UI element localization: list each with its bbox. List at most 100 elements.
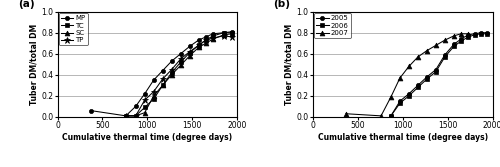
2005 bbox=[484, 32, 490, 34]
2007 bbox=[451, 35, 457, 37]
2005 bbox=[472, 33, 478, 35]
2005 bbox=[458, 38, 464, 40]
MP bbox=[221, 32, 227, 34]
2007 bbox=[388, 96, 394, 98]
Text: (b): (b) bbox=[273, 0, 290, 9]
SC bbox=[229, 33, 235, 35]
TC bbox=[229, 32, 235, 34]
TP bbox=[210, 37, 216, 39]
MP bbox=[229, 31, 235, 33]
2005 bbox=[397, 100, 403, 102]
TP bbox=[160, 78, 166, 80]
SC bbox=[221, 34, 227, 36]
SC bbox=[186, 55, 192, 57]
SC bbox=[142, 112, 148, 114]
Line: 2005: 2005 bbox=[389, 31, 489, 118]
Line: MP: MP bbox=[88, 30, 234, 118]
SC bbox=[123, 115, 129, 117]
Y-axis label: Tuber DM/total DM: Tuber DM/total DM bbox=[30, 24, 38, 105]
2006 bbox=[458, 40, 464, 42]
2006 bbox=[406, 95, 412, 97]
TP bbox=[168, 68, 174, 70]
TC bbox=[196, 44, 202, 46]
2005 bbox=[388, 115, 394, 117]
TC bbox=[221, 32, 227, 34]
Line: 2007: 2007 bbox=[344, 31, 470, 118]
MP bbox=[123, 115, 129, 117]
2007 bbox=[433, 44, 439, 46]
TP bbox=[150, 91, 156, 93]
2007 bbox=[424, 50, 430, 52]
2006 bbox=[388, 115, 394, 117]
MP bbox=[203, 36, 209, 38]
TC bbox=[160, 84, 166, 86]
2006 bbox=[415, 87, 421, 89]
2007 bbox=[458, 33, 464, 35]
2007 bbox=[442, 39, 448, 41]
TP bbox=[178, 58, 184, 60]
2006 bbox=[424, 78, 430, 80]
SC bbox=[203, 42, 209, 44]
2005 bbox=[451, 43, 457, 45]
2006 bbox=[472, 34, 478, 36]
TC bbox=[186, 52, 192, 54]
TC bbox=[150, 98, 156, 100]
2007 bbox=[465, 33, 471, 35]
2005 bbox=[478, 32, 484, 34]
TC bbox=[123, 115, 129, 117]
SC bbox=[178, 64, 184, 66]
2005 bbox=[465, 34, 471, 36]
2006 bbox=[465, 36, 471, 38]
Line: TC: TC bbox=[124, 31, 234, 118]
Line: 2006: 2006 bbox=[389, 32, 489, 118]
TC bbox=[203, 39, 209, 41]
MP bbox=[210, 33, 216, 35]
2005 bbox=[406, 93, 412, 95]
MP bbox=[178, 53, 184, 55]
TC bbox=[178, 61, 184, 63]
TP bbox=[142, 99, 148, 101]
MP bbox=[196, 39, 202, 41]
TP bbox=[221, 35, 227, 37]
SC bbox=[168, 74, 174, 76]
SC bbox=[196, 46, 202, 48]
Line: TP: TP bbox=[122, 33, 235, 119]
Text: (a): (a) bbox=[18, 0, 34, 9]
X-axis label: Cumulative thermal time (degree days): Cumulative thermal time (degree days) bbox=[318, 133, 488, 142]
X-axis label: Cumulative thermal time (degree days): Cumulative thermal time (degree days) bbox=[62, 133, 232, 142]
MP bbox=[160, 70, 166, 72]
2005 bbox=[433, 68, 439, 70]
SC bbox=[160, 84, 166, 86]
TP bbox=[123, 115, 129, 117]
MP bbox=[88, 110, 94, 112]
TP bbox=[186, 51, 192, 53]
TC bbox=[210, 35, 216, 37]
2006 bbox=[433, 71, 439, 73]
TC bbox=[142, 106, 148, 108]
2007 bbox=[378, 115, 384, 117]
2007 bbox=[397, 77, 403, 79]
TP bbox=[203, 39, 209, 41]
MP bbox=[186, 45, 192, 47]
2006 bbox=[478, 33, 484, 35]
TC bbox=[132, 115, 138, 117]
MP bbox=[168, 60, 174, 62]
TC bbox=[168, 72, 174, 74]
2006 bbox=[451, 45, 457, 47]
SC bbox=[132, 115, 138, 117]
TP bbox=[229, 36, 235, 38]
2006 bbox=[397, 102, 403, 104]
TP bbox=[132, 115, 138, 117]
Legend: MP, TC, SC, TP: MP, TC, SC, TP bbox=[59, 13, 88, 45]
2006 bbox=[484, 33, 490, 35]
2007 bbox=[343, 113, 349, 115]
2007 bbox=[415, 56, 421, 58]
2006 bbox=[442, 56, 448, 58]
2005 bbox=[415, 84, 421, 86]
Line: SC: SC bbox=[124, 31, 234, 118]
MP bbox=[142, 93, 148, 95]
SC bbox=[210, 38, 216, 40]
SC bbox=[150, 95, 156, 97]
MP bbox=[150, 79, 156, 81]
Y-axis label: Tuber DM/total DM: Tuber DM/total DM bbox=[284, 24, 294, 105]
